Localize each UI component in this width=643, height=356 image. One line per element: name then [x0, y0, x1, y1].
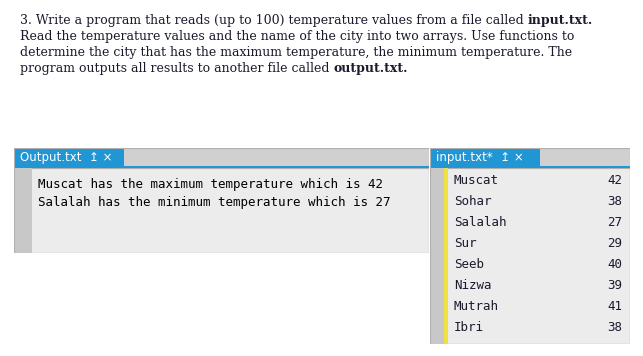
Text: output.txt.: output.txt. [334, 62, 408, 75]
Bar [430, 148, 540, 166]
Bar [430, 168, 630, 344]
Text: Muscat: Muscat [454, 174, 499, 187]
Text: input.txt*  ↥ ×: input.txt* ↥ × [436, 151, 524, 163]
Text: Read the temperature values and the name of the city into two arrays. Use functi: Read the temperature values and the name… [20, 30, 574, 43]
Text: input.txt.: input.txt. [528, 14, 593, 27]
Text: Output.txt  ↥ ×: Output.txt ↥ × [20, 151, 113, 163]
Text: 27: 27 [607, 216, 622, 229]
Text: 40: 40 [607, 258, 622, 271]
Text: Nizwa: Nizwa [454, 279, 491, 292]
Text: 29: 29 [607, 237, 622, 250]
Text: Ibri: Ibri [454, 321, 484, 334]
Text: Muscat has the maximum temperature which is 42: Muscat has the maximum temperature which… [38, 178, 383, 191]
Text: Salalah: Salalah [454, 216, 507, 229]
Bar [14, 168, 429, 253]
Text: 42: 42 [607, 174, 622, 187]
Bar [14, 148, 124, 166]
Bar [444, 168, 448, 344]
Text: Sur: Sur [454, 237, 476, 250]
Bar [14, 168, 32, 253]
Text: determine the city that has the maximum temperature, the minimum temperature. Th: determine the city that has the maximum … [20, 46, 572, 59]
Text: 39: 39 [607, 279, 622, 292]
Text: Mutrah: Mutrah [454, 300, 499, 313]
Text: 38: 38 [607, 321, 622, 334]
Text: 38: 38 [607, 195, 622, 208]
Text: Sohar: Sohar [454, 195, 491, 208]
Bar [124, 148, 429, 166]
Bar [430, 168, 444, 344]
Bar [540, 148, 630, 166]
Bar [430, 166, 630, 168]
Text: program outputs all results to another file called: program outputs all results to another f… [20, 62, 334, 75]
Text: 41: 41 [607, 300, 622, 313]
Text: Seeb: Seeb [454, 258, 484, 271]
Text: Salalah has the minimum temperature which is 27: Salalah has the minimum temperature whic… [38, 196, 390, 209]
Bar [14, 166, 429, 168]
Text: 3. Write a program that reads (up to 100) temperature values from a file called: 3. Write a program that reads (up to 100… [20, 14, 528, 27]
